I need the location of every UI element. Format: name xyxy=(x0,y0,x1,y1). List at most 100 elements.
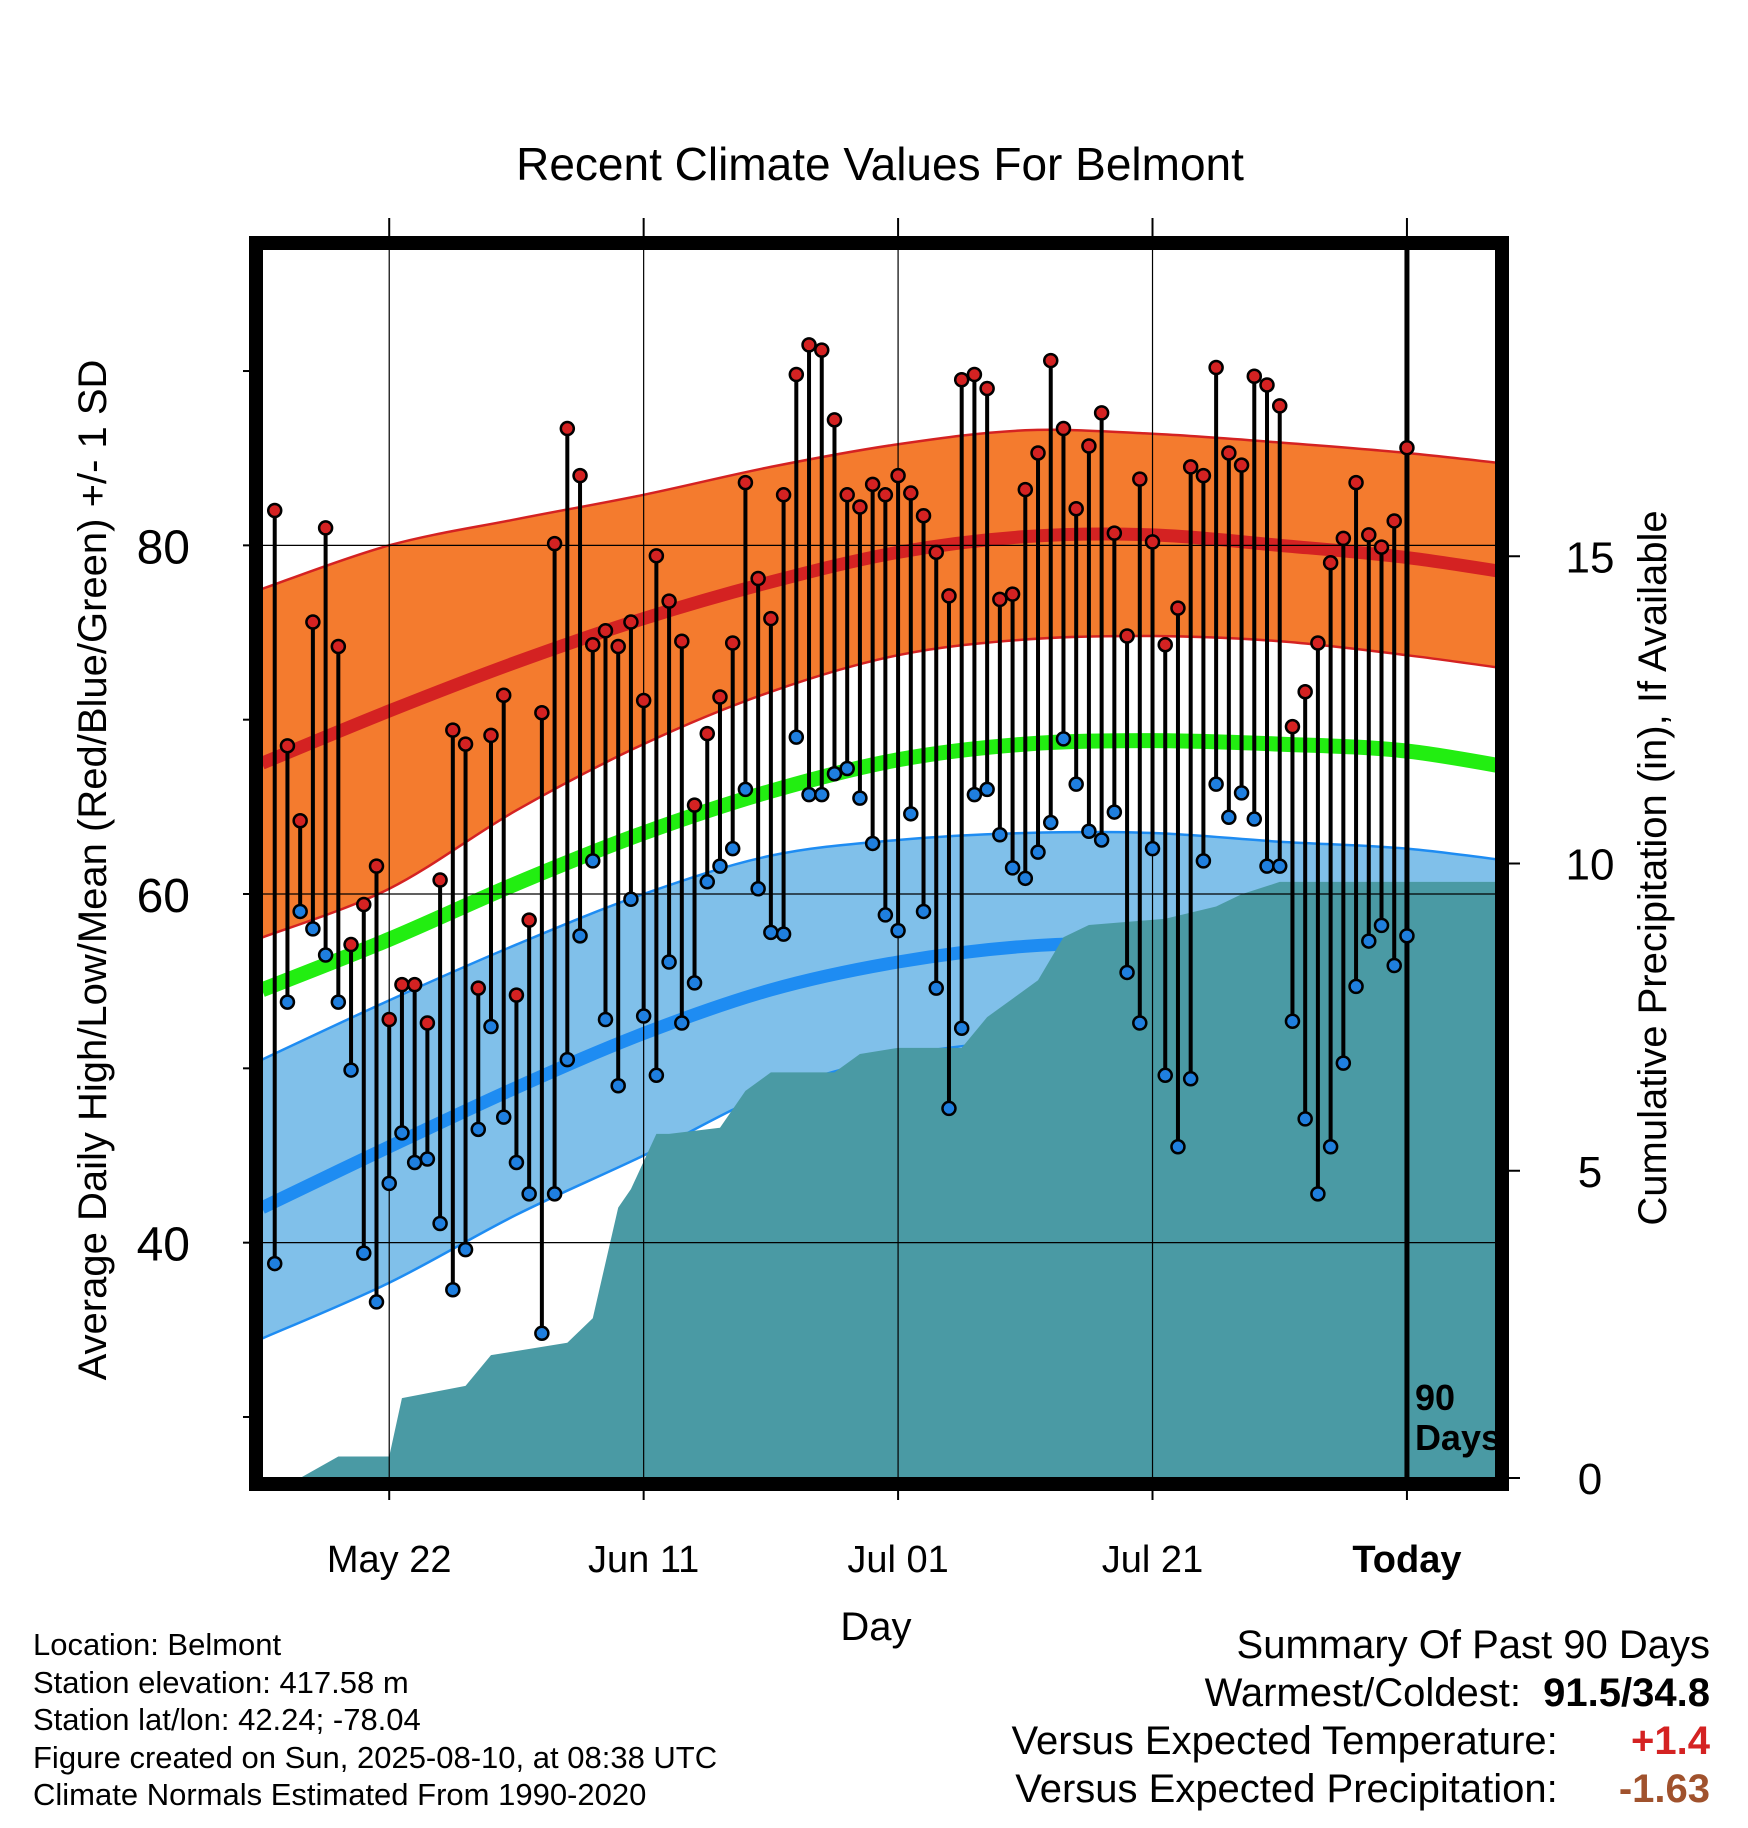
daily-low-point xyxy=(1004,860,1021,876)
today-days-label: 90 xyxy=(1415,1377,1455,1418)
daily-low-point xyxy=(1182,1071,1199,1087)
info-created: Figure created on Sun, 2025-08-10, at 08… xyxy=(33,1739,718,1775)
daily-high-point xyxy=(1348,474,1364,491)
daily-low-point xyxy=(1297,1111,1313,1127)
daily-low-point xyxy=(814,786,830,803)
daily-low-point xyxy=(1348,978,1364,995)
daily-low-point xyxy=(610,1078,626,1094)
daily-high-point xyxy=(1208,359,1224,376)
daily-high-point xyxy=(1030,445,1046,461)
daily-low-point xyxy=(635,1008,652,1024)
daily-low-point xyxy=(1271,858,1288,874)
daily-low-point xyxy=(419,1151,436,1167)
daily-low-point xyxy=(343,1062,359,1078)
daily-high-point xyxy=(356,896,372,913)
daily-high-point xyxy=(305,614,321,630)
daily-high-point xyxy=(1144,534,1161,550)
daily-low-point xyxy=(839,760,855,777)
daily-low-point xyxy=(1208,776,1224,792)
daily-low-point xyxy=(1055,731,1072,747)
daily-high-point xyxy=(610,638,626,655)
daily-high-point xyxy=(419,1015,436,1031)
daily-high-point xyxy=(686,797,703,813)
daily-low-point xyxy=(1310,1186,1326,1202)
daily-high-point xyxy=(699,725,716,742)
daily-low-point xyxy=(1017,870,1034,887)
precip-label: Versus Expected Precipitation: xyxy=(1015,1767,1558,1811)
daily-low-point xyxy=(763,924,779,941)
daily-high-point xyxy=(648,548,665,564)
precip-value: -1.63 xyxy=(1618,1767,1710,1811)
daily-high-point xyxy=(1106,525,1123,541)
daily-low-point xyxy=(597,1011,614,1028)
daily-high-point xyxy=(330,638,347,655)
daily-low-point xyxy=(1284,1013,1301,1030)
daily-high-point xyxy=(381,1011,397,1028)
daily-low-point xyxy=(966,786,983,803)
daily-low-point xyxy=(317,947,334,963)
daily-high-point xyxy=(457,736,474,752)
y-tick-label: 80 xyxy=(137,521,190,574)
warm-cold-label: Warmest/Coldest: xyxy=(1204,1671,1521,1715)
daily-high-point xyxy=(1017,481,1034,498)
daily-low-point xyxy=(534,1325,550,1342)
daily-low-point xyxy=(724,840,741,857)
daily-high-point xyxy=(432,872,448,888)
daily-high-point xyxy=(737,474,754,491)
daily-low-point xyxy=(712,858,728,874)
info-location: Location: Belmont xyxy=(33,1627,282,1662)
daily-low-point xyxy=(699,874,716,890)
daily-low-point xyxy=(1157,1067,1173,1084)
daily-high-point xyxy=(941,588,957,604)
daily-high-point xyxy=(1271,398,1288,414)
daily-high-point xyxy=(1233,457,1250,473)
x-axis-label: Day xyxy=(840,1605,911,1649)
info-normals: Climate Normals Estimated From 1990-2020 xyxy=(33,1777,647,1813)
summary-title: Summary Of Past 90 Days xyxy=(1236,1623,1710,1667)
daily-low-point xyxy=(495,1109,512,1125)
y2-tick-label: 0 xyxy=(1578,1455,1602,1504)
y-axis-label: Average Daily High/Low/Mean (Red/Blue/Gr… xyxy=(71,360,115,1381)
daily-high-point xyxy=(1310,635,1326,651)
temp-label: Versus Expected Temperature: xyxy=(1011,1719,1558,1763)
daily-high-point xyxy=(317,520,334,536)
y-tick-label: 60 xyxy=(137,870,190,923)
chart-title: Recent Climate Values For Belmont xyxy=(516,138,1244,190)
daily-high-point xyxy=(750,570,766,587)
daily-high-point xyxy=(1322,555,1339,571)
warm-cold-value: 91.5/34.8 xyxy=(1543,1671,1710,1715)
high-normal-band xyxy=(262,429,1496,938)
daily-low-point xyxy=(801,786,817,803)
daily-high-point xyxy=(470,980,487,996)
daily-low-point xyxy=(1106,804,1123,820)
daily-low-point xyxy=(674,1015,690,1031)
daily-low-point xyxy=(292,903,308,920)
daily-high-point xyxy=(826,412,843,428)
daily-high-point xyxy=(1068,500,1084,517)
daily-low-point xyxy=(394,1125,410,1141)
info-elevation: Station elevation: 417.58 m xyxy=(33,1664,409,1700)
daily-low-point xyxy=(864,835,881,852)
daily-high-point xyxy=(495,687,512,704)
daily-low-point xyxy=(1259,858,1275,874)
precipitation-area xyxy=(262,881,1496,1478)
x-tick-label: Jul 01 xyxy=(847,1539,948,1581)
daily-low-point xyxy=(585,853,601,869)
daily-low-point xyxy=(953,1020,970,1036)
daily-low-point xyxy=(775,926,792,942)
daily-low-point xyxy=(941,1100,957,1117)
summary-panel: Summary Of Past 90 Days Warmest/Coldest:… xyxy=(1012,1621,1710,1813)
daily-high-point xyxy=(508,987,525,1003)
daily-high-point xyxy=(864,476,881,493)
daily-high-point xyxy=(1093,405,1110,421)
daily-high-point xyxy=(559,420,576,437)
daily-low-point xyxy=(877,907,894,923)
daily-high-point xyxy=(966,366,983,383)
daily-low-point xyxy=(979,781,995,798)
daily-low-point xyxy=(406,1154,423,1171)
x-tick-label: Today xyxy=(1352,1539,1461,1581)
daily-low-point xyxy=(445,1281,461,1298)
x-tick-label: Jul 21 xyxy=(1102,1539,1203,1581)
daily-high-point xyxy=(712,689,728,705)
daily-low-point xyxy=(1221,809,1237,826)
